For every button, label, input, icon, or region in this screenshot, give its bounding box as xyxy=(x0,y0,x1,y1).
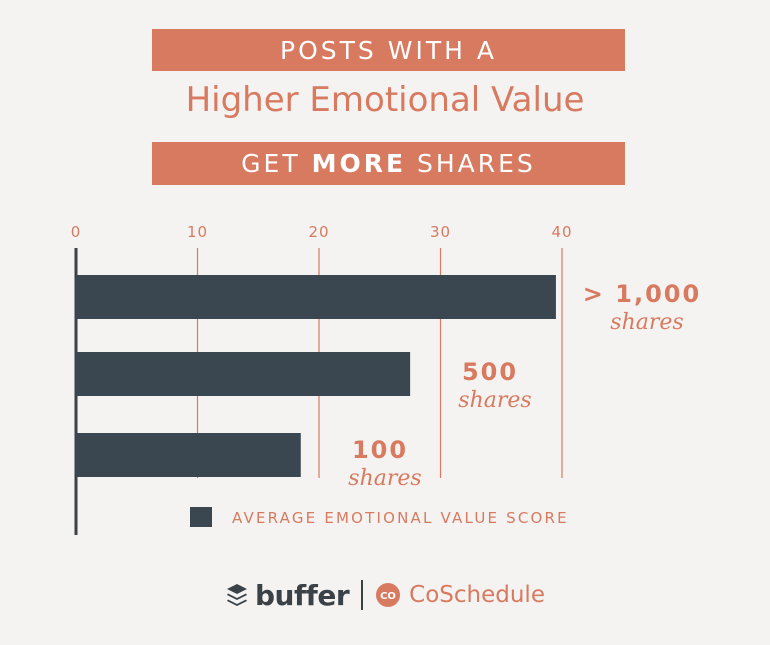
x-tick-label: 40 xyxy=(551,223,572,241)
x-tick-label: 20 xyxy=(308,223,329,241)
category-number-label: 500 xyxy=(462,358,518,386)
coschedule-name: CoSchedule xyxy=(409,582,545,608)
title-line-3-suffix: SHARES xyxy=(417,149,536,178)
title-banner-top: POSTS WITH A xyxy=(152,29,625,71)
stack-layers-icon xyxy=(227,584,248,606)
category-number-label: > 1,000 xyxy=(583,280,701,308)
buffer-name: buffer xyxy=(255,578,350,612)
x-tick-label: 10 xyxy=(187,223,208,241)
category-unit-label: shares xyxy=(458,388,531,413)
coschedule-logo: CO CoSchedule xyxy=(375,582,545,608)
title-line-2: Higher Emotional Value xyxy=(185,80,585,120)
category-unit-label: shares xyxy=(610,310,683,335)
co-badge-icon: CO xyxy=(376,583,401,607)
bar xyxy=(76,433,301,477)
title-banner-bottom: GET MORE SHARES xyxy=(152,142,625,185)
bar xyxy=(76,352,411,396)
buffer-logo: buffer xyxy=(225,578,350,612)
x-tick-label: 30 xyxy=(430,223,451,241)
category-unit-label: shares xyxy=(348,466,421,491)
title-line-3-prefix: GET xyxy=(241,149,301,178)
category-number-label: 100 xyxy=(352,436,408,464)
bar xyxy=(76,275,556,319)
svg-text:CO: CO xyxy=(380,591,396,602)
legend-label: AVERAGE EMOTIONAL VALUE SCORE xyxy=(232,509,569,527)
logo-divider xyxy=(361,580,364,610)
legend-swatch xyxy=(190,507,212,527)
x-tick-label: 0 xyxy=(71,223,82,241)
footer-logos: buffer CO CoSchedule xyxy=(0,575,770,615)
bar-chart: 0 10 20 30 40> 1,000shares500shares100shares… xyxy=(71,223,701,535)
title-line-3-bold: MORE xyxy=(311,149,407,178)
title-line-1: POSTS WITH A xyxy=(280,35,497,65)
